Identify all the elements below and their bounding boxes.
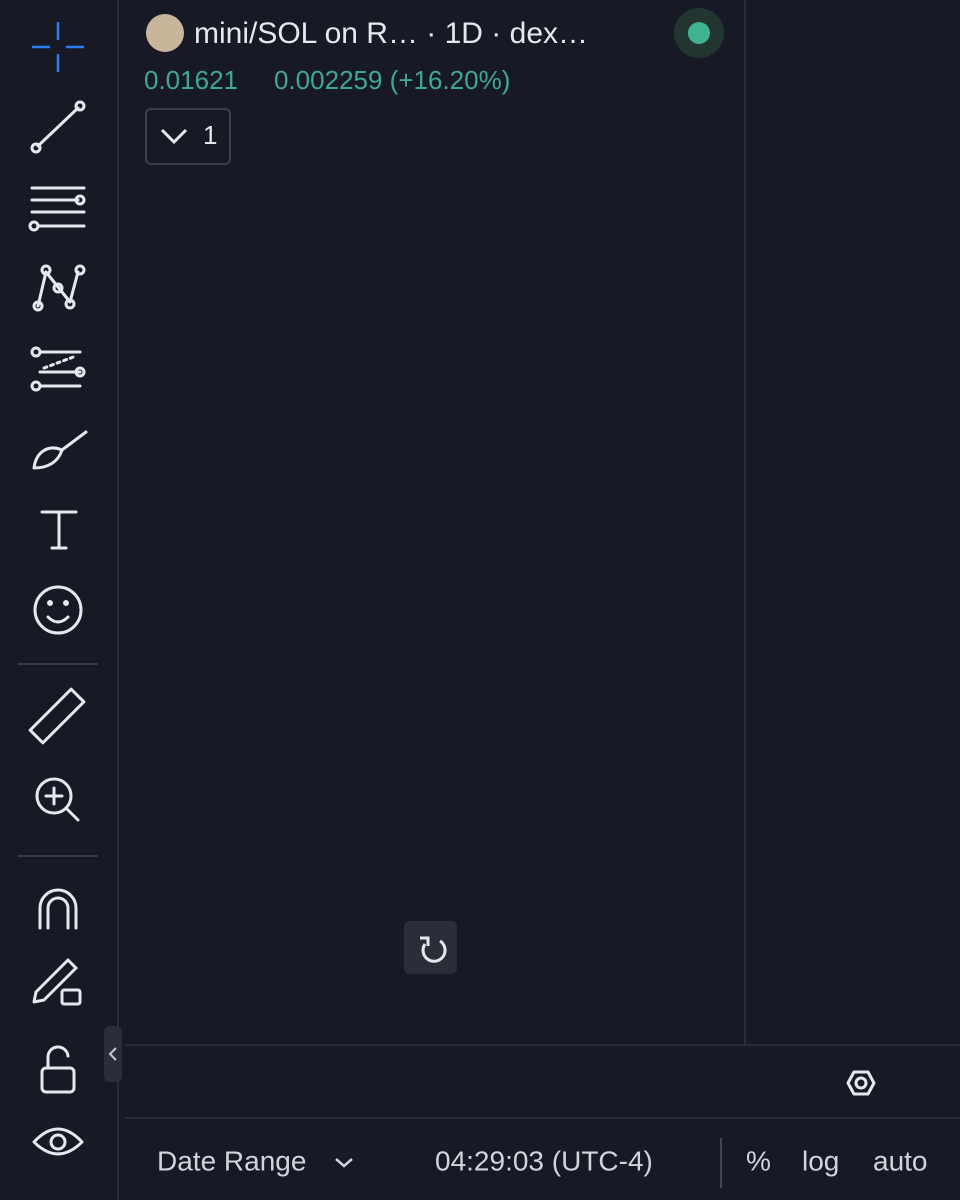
percent-toggle[interactable]: % bbox=[746, 1145, 771, 1176]
toolbar bbox=[0, 0, 118, 1200]
date-range-button[interactable]: Date Range bbox=[157, 1145, 306, 1176]
brush-tool[interactable] bbox=[32, 430, 88, 470]
reset-icon bbox=[421, 939, 447, 963]
lock-tool[interactable] bbox=[40, 1045, 76, 1094]
forecast-tool[interactable] bbox=[30, 346, 86, 392]
zoom-tool[interactable] bbox=[35, 777, 80, 822]
log-toggle[interactable]: log bbox=[802, 1145, 839, 1176]
symbol-title: mini/SOL on R… · 1D · dex… bbox=[194, 17, 588, 50]
indicators-toggle[interactable] bbox=[145, 108, 231, 165]
chevron bbox=[335, 1158, 353, 1168]
settings-button[interactable] bbox=[846, 1070, 876, 1096]
chevron bbox=[160, 128, 188, 145]
magnet-tool[interactable] bbox=[38, 888, 78, 930]
lock-drawings-tool[interactable] bbox=[32, 958, 82, 1006]
ruler-tool[interactable] bbox=[28, 687, 86, 745]
collapse-arrow bbox=[108, 1047, 117, 1061]
status-dot bbox=[688, 22, 710, 44]
emoji-tool[interactable] bbox=[33, 585, 83, 635]
indicator-count: 1 bbox=[203, 120, 217, 150]
fib-tool[interactable] bbox=[28, 186, 86, 232]
price-change: 0.002259 (+16.20%) bbox=[274, 65, 510, 95]
clock: 04:29:03 (UTC-4) bbox=[435, 1145, 653, 1176]
text-tool[interactable] bbox=[40, 510, 78, 550]
collapse-toolbar[interactable] bbox=[104, 1026, 122, 1082]
token-icon bbox=[146, 14, 184, 52]
auto-toggle[interactable]: auto bbox=[873, 1145, 928, 1176]
last-price: 0.01621 bbox=[144, 65, 238, 95]
trendline-tool[interactable] bbox=[30, 100, 86, 154]
visibility-tool[interactable] bbox=[32, 1127, 84, 1156]
pattern-tool[interactable] bbox=[32, 264, 86, 312]
crosshair-tool[interactable] bbox=[32, 22, 84, 72]
reset-icon bbox=[420, 936, 430, 946]
reset-button[interactable] bbox=[404, 921, 457, 974]
